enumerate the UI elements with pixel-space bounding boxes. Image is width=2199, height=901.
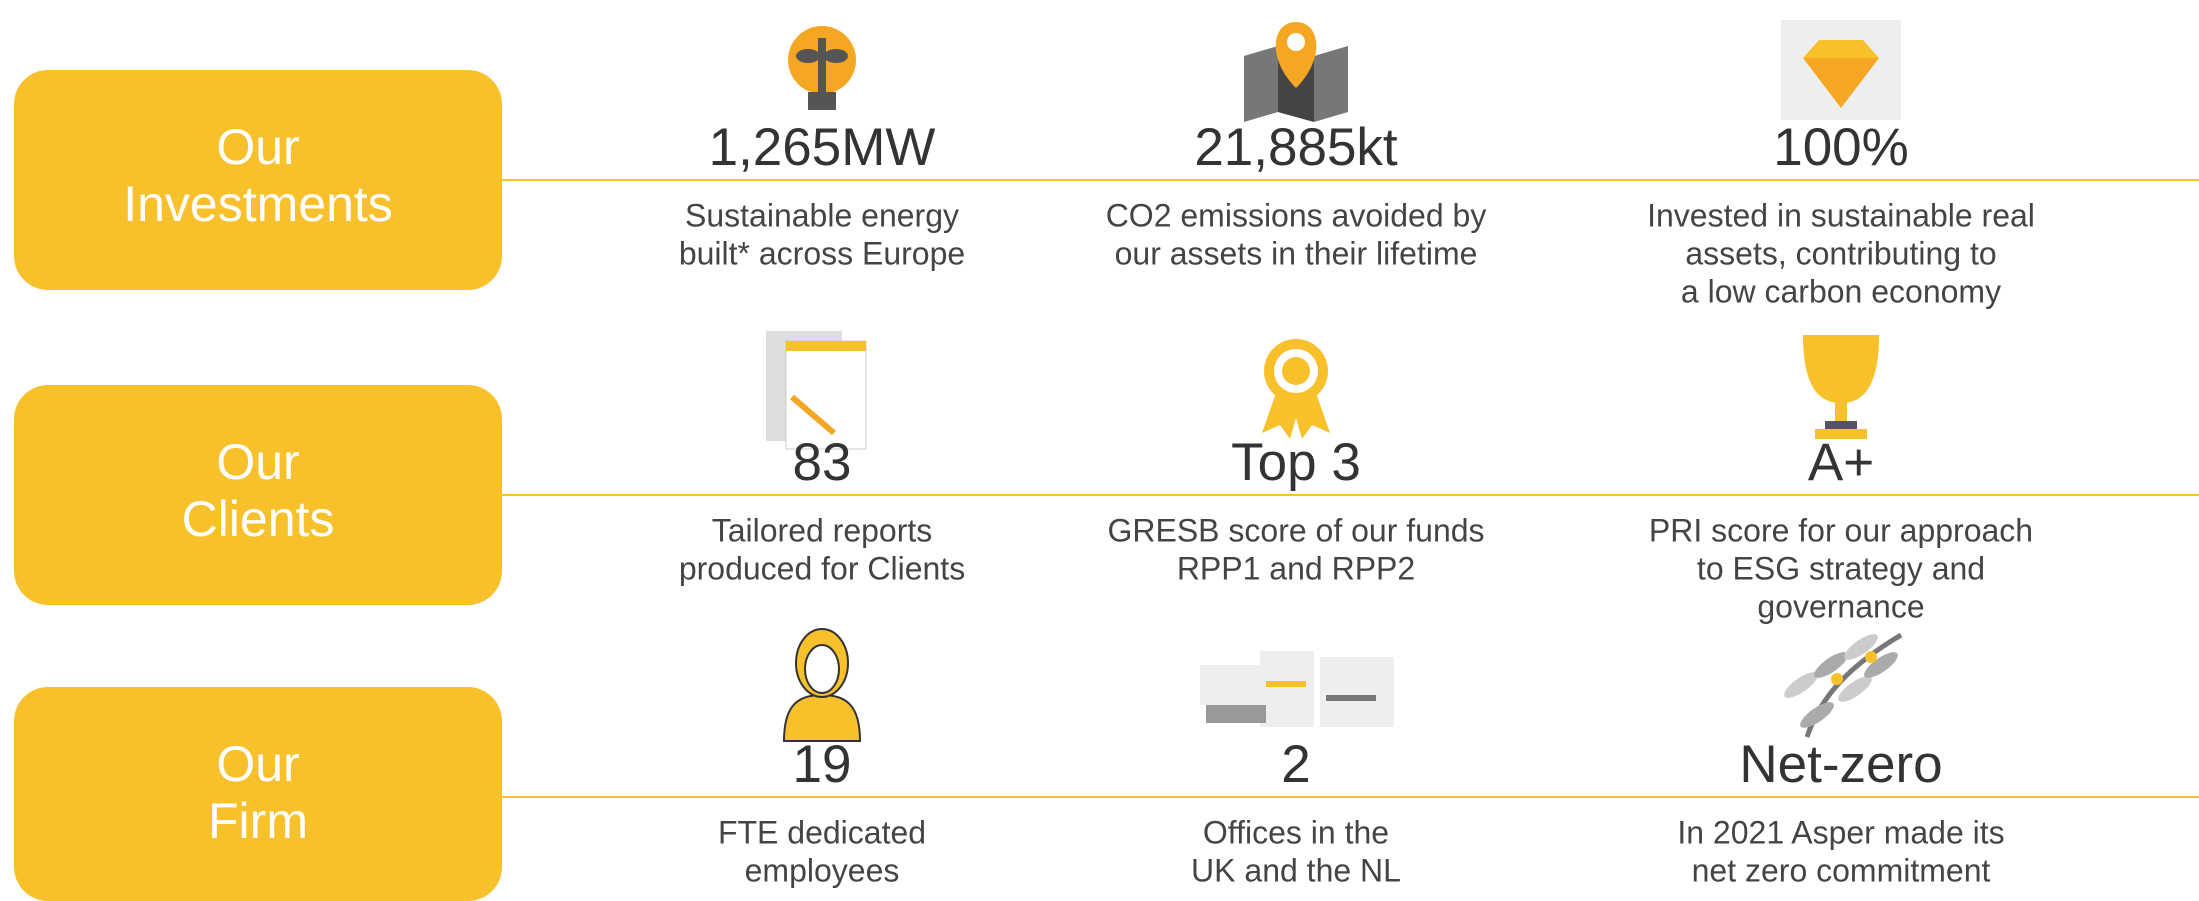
- section-label: Our: [216, 119, 299, 175]
- icon-part: [1835, 401, 1847, 423]
- stat-description: produced for Clients: [679, 550, 965, 586]
- icon: [788, 26, 856, 110]
- icon-part: [818, 38, 826, 92]
- stat-description: employees: [745, 852, 900, 888]
- stat-description: FTE dedicated: [718, 814, 926, 850]
- stat-description: Offices in the: [1203, 814, 1389, 850]
- stat-description: governance: [1757, 588, 1924, 624]
- icon-part: [1803, 335, 1879, 403]
- icon-part: [1206, 705, 1266, 723]
- stat-description: RPP1 and RPP2: [1177, 550, 1415, 586]
- icon-part: [1260, 651, 1314, 727]
- stat-description: Invested in sustainable real: [1647, 197, 2035, 233]
- icon-part: [824, 49, 848, 63]
- section-label: Our: [216, 736, 299, 792]
- icon: [1244, 22, 1348, 122]
- icon-part: [808, 92, 836, 110]
- stat-value: 1,265MW: [709, 118, 936, 177]
- section-label: Firm: [208, 793, 308, 849]
- icon: [784, 629, 860, 741]
- icon-part: [1320, 657, 1394, 727]
- icon-part: [805, 645, 839, 693]
- stat-description: UK and the NL: [1191, 852, 1401, 888]
- stat-value: Net-zero: [1739, 735, 1942, 794]
- stat-description: CO2 emissions avoided by: [1106, 197, 1487, 233]
- icon-part: [1831, 673, 1843, 685]
- stat-description: net zero commitment: [1692, 852, 1991, 888]
- icon-part: [1797, 698, 1838, 732]
- stat-description: built* across Europe: [679, 235, 965, 271]
- stat-description: Sustainable energy: [685, 197, 959, 233]
- section-label: Clients: [182, 491, 335, 547]
- icon: [1781, 20, 1901, 120]
- icon-part: [1825, 421, 1857, 429]
- stat-value: 83: [793, 433, 852, 492]
- stat-value: 21,885kt: [1194, 118, 1398, 177]
- stat-description: Tailored reports: [712, 512, 933, 548]
- infographic: OurInvestments1,265MWSustainable energyb…: [0, 0, 2199, 901]
- stat-description: to ESG strategy and: [1697, 550, 1985, 586]
- icon-part: [1282, 357, 1310, 385]
- icon-part: [1326, 695, 1376, 701]
- icon-part: [1865, 651, 1877, 663]
- stat-description: our assets in their lifetime: [1115, 235, 1478, 271]
- stat-value: Top 3: [1231, 433, 1361, 492]
- section-label: Investments: [123, 176, 393, 232]
- stat-description: GRESB score of our funds: [1107, 512, 1484, 548]
- stat-value: 100%: [1773, 118, 1909, 177]
- stat-description: a low carbon economy: [1681, 273, 2001, 309]
- icon-part: [796, 49, 820, 63]
- stat-description: In 2021 Asper made its: [1677, 814, 2004, 850]
- icon: [1803, 335, 1879, 439]
- section-label: Our: [216, 434, 299, 490]
- icon-part: [786, 341, 866, 351]
- icon: [1781, 630, 1902, 737]
- icon-part: [1287, 33, 1305, 51]
- icon-part: [1266, 681, 1306, 687]
- stat-description: assets, contributing to: [1685, 235, 1996, 271]
- icon: [1262, 339, 1330, 439]
- icon: [766, 331, 866, 449]
- icon: [1200, 651, 1394, 727]
- stat-value: A+: [1808, 433, 1874, 492]
- stat-value: 2: [1281, 735, 1310, 794]
- stat-description: PRI score for our approach: [1649, 512, 2033, 548]
- icon-part: [1200, 665, 1260, 705]
- stat-value: 19: [793, 735, 852, 794]
